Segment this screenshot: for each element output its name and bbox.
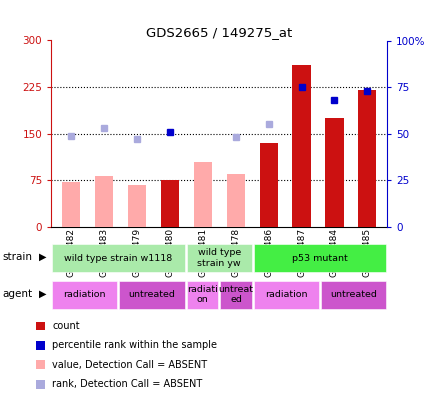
- Bar: [62, 182, 80, 227]
- Text: ▶: ▶: [39, 252, 46, 262]
- Bar: [254, 281, 319, 309]
- Bar: [186, 281, 218, 309]
- Bar: [325, 118, 344, 227]
- Text: rank, Detection Call = ABSENT: rank, Detection Call = ABSENT: [52, 379, 202, 389]
- Text: untreat
ed: untreat ed: [218, 285, 254, 304]
- Bar: [186, 244, 252, 272]
- Bar: [220, 281, 252, 309]
- Bar: [358, 90, 376, 227]
- Text: radiation: radiation: [265, 290, 307, 299]
- Text: agent: agent: [2, 289, 32, 298]
- Text: radiati
on: radiati on: [187, 285, 218, 304]
- Text: strain: strain: [2, 252, 32, 262]
- Text: p53 mutant: p53 mutant: [292, 254, 348, 263]
- Bar: [128, 185, 146, 227]
- Text: untreated: untreated: [129, 290, 175, 299]
- Bar: [254, 244, 386, 272]
- Bar: [52, 281, 117, 309]
- Bar: [95, 176, 113, 227]
- Text: wild type strain w1118: wild type strain w1118: [64, 254, 173, 263]
- Bar: [292, 65, 311, 227]
- Bar: [52, 244, 185, 272]
- Bar: [119, 281, 185, 309]
- Text: value, Detection Call = ABSENT: value, Detection Call = ABSENT: [52, 360, 207, 370]
- Text: wild type
strain yw: wild type strain yw: [197, 249, 241, 268]
- Title: GDS2665 / 149275_at: GDS2665 / 149275_at: [146, 26, 292, 39]
- Bar: [161, 180, 179, 227]
- Text: untreated: untreated: [330, 290, 377, 299]
- Text: radiation: radiation: [64, 290, 106, 299]
- Text: count: count: [52, 321, 80, 331]
- Text: percentile rank within the sample: percentile rank within the sample: [52, 341, 217, 350]
- Bar: [259, 143, 278, 227]
- Text: ▶: ▶: [39, 289, 46, 298]
- Bar: [321, 281, 386, 309]
- Bar: [227, 174, 245, 227]
- Bar: [194, 162, 212, 227]
